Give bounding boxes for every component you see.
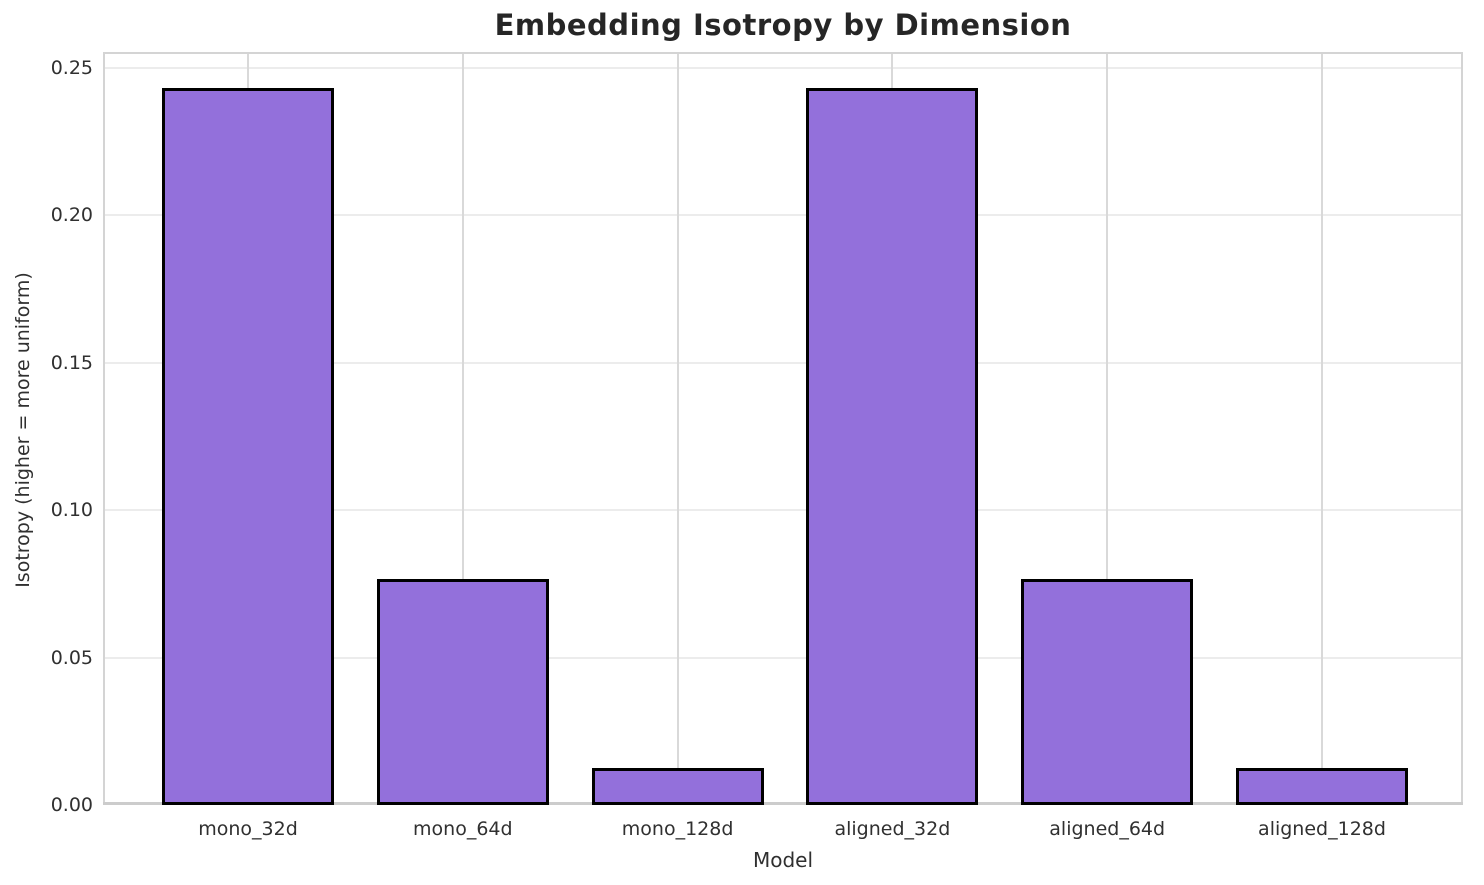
bottom-spine [103, 802, 1463, 805]
x-tick-label: aligned_32d [834, 818, 951, 840]
x-tick-label: mono_64d [413, 818, 513, 840]
y-tick-label: 0.25 [50, 56, 93, 79]
plot-area [103, 52, 1463, 805]
bar-mono_64d [376, 579, 549, 805]
gridline-horizontal [103, 214, 1463, 217]
gridline-vertical [676, 52, 679, 805]
bar-aligned_128d [1236, 768, 1408, 805]
y-tick-label: 0.15 [50, 351, 93, 374]
bar-mono_128d [591, 768, 764, 805]
bar-mono_32d [162, 88, 334, 805]
y-tick-label: 0.10 [50, 499, 93, 522]
x-axis-label: Model [752, 848, 814, 872]
bar-aligned_64d [1021, 579, 1194, 805]
y-tick-label: 0.20 [50, 204, 93, 227]
gridline-vertical [1106, 52, 1109, 805]
top-spine [103, 52, 1463, 54]
gridline-horizontal [103, 656, 1463, 659]
gridline-horizontal [103, 66, 1463, 69]
chart-title: Embedding Isotropy by Dimension [494, 8, 1072, 42]
x-tick-label: aligned_128d [1258, 818, 1386, 840]
y-tick-label: 0.00 [50, 794, 93, 816]
gridline-horizontal [103, 509, 1463, 512]
gridline-vertical [461, 52, 464, 805]
left-spine [103, 52, 105, 805]
gridline-horizontal [103, 361, 1463, 364]
gridline-vertical [1321, 52, 1323, 805]
x-tick-label: mono_128d [621, 818, 734, 840]
x-tick-label: aligned_64d [1049, 818, 1166, 840]
bar-aligned_32d [806, 88, 979, 805]
right-spine [1461, 52, 1463, 805]
x-tick-label: mono_32d [198, 818, 298, 840]
y-tick-label: 0.05 [50, 646, 93, 669]
y-axis-label: Isotropy (higher = more uniform) [12, 272, 34, 588]
